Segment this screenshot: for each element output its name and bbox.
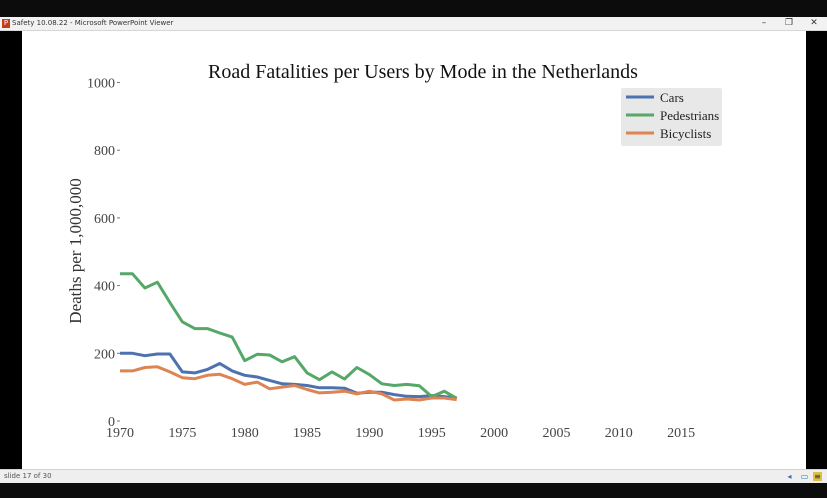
- powerpoint-icon: P: [2, 19, 10, 28]
- y-tick-label: 600: [94, 212, 115, 227]
- screen-bottom-border: [0, 483, 827, 498]
- window-titlebar: P Safety 10.08.22 - Microsoft PowerPoint…: [0, 17, 827, 31]
- y-axis-label: Deaths per 1,000,000: [66, 178, 85, 323]
- x-tick-label: 1980: [231, 426, 259, 441]
- x-tick-label: 2005: [542, 426, 570, 441]
- y-tick-label: 0: [108, 415, 115, 430]
- chart-title: Road Fatalities per Users by Mode in the…: [208, 61, 638, 83]
- x-tick-label: 1975: [168, 426, 196, 441]
- close-button[interactable]: ✕: [810, 18, 818, 28]
- line-chart: Road Fatalities per Users by Mode in the…: [66, 61, 722, 441]
- x-tick-label: 1995: [418, 426, 446, 441]
- y-tick-label: 1000: [87, 77, 115, 92]
- notes-icon[interactable]: ▭: [800, 472, 809, 481]
- series-lines: [120, 272, 458, 402]
- slide[interactable]: Road Fatalities per Users by Mode in the…: [22, 31, 806, 469]
- x-tick-label: 2015: [667, 426, 695, 441]
- screen-top-border: [0, 0, 827, 17]
- legend: Cars Pedestrians Bicyclists: [621, 88, 722, 146]
- x-axis: 1970 1975 1980 1985 1990 1995 2000 2005 2010 2015: [106, 426, 695, 441]
- series-line-pedestrians: [120, 272, 458, 400]
- y-tick-label: 800: [94, 144, 115, 159]
- maximize-button[interactable]: ❐: [784, 18, 794, 28]
- x-tick-label: 1970: [106, 426, 134, 441]
- menu-icon[interactable]: ≡: [813, 472, 822, 481]
- legend-label: Bicyclists: [660, 126, 711, 141]
- series-line-cars: [120, 351, 457, 400]
- series-line-bicyclists: [120, 365, 457, 402]
- window-title: Safety 10.08.22 - Microsoft PowerPoint V…: [12, 19, 174, 27]
- slide-counter: slide 17 of 30: [4, 472, 52, 480]
- status-bar: slide 17 of 30 ◂ ▭ ≡: [0, 469, 827, 483]
- slide-stage: Road Fatalities per Users by Mode in the…: [0, 31, 827, 469]
- y-tick-label: 400: [94, 280, 115, 295]
- x-tick-label: 2010: [605, 426, 633, 441]
- x-tick-label: 1990: [355, 426, 383, 441]
- prev-slide-icon[interactable]: ◂: [787, 472, 792, 481]
- y-axis: 0 200 400 600 800 1000: [87, 77, 120, 430]
- x-tick-label: 2000: [480, 426, 508, 441]
- minimize-button[interactable]: –: [761, 18, 767, 28]
- legend-label: Pedestrians: [660, 108, 719, 123]
- legend-label: Cars: [660, 90, 684, 105]
- x-tick-label: 1985: [293, 426, 321, 441]
- y-tick-label: 200: [94, 347, 115, 362]
